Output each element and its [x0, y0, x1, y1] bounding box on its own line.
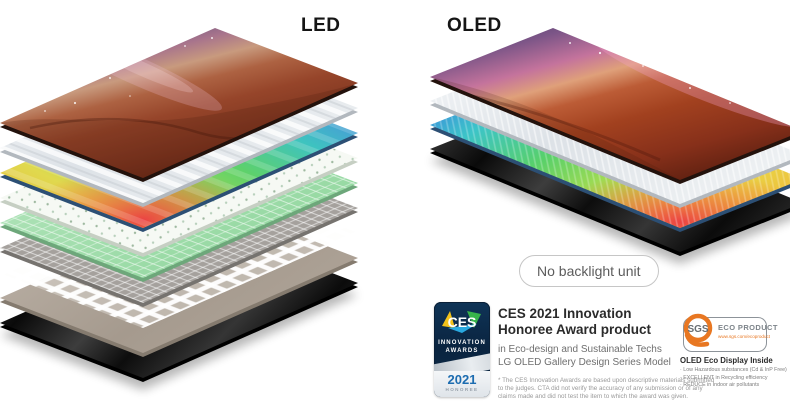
award-subtitle-line2: LG OLED Gallery Design Series Model: [498, 356, 671, 368]
award-title-line2: Honoree Award product: [498, 322, 652, 337]
ces-badge-year: 2021: [447, 372, 477, 387]
ces-innovation-award-badge: CES INNOVATION AWARDS 2021 HONOREE: [434, 302, 490, 397]
award-title-line1: CES 2021 Innovation: [498, 306, 632, 321]
oled-layer-stack-diagram: [430, 28, 790, 264]
sgs-eco-product-label: ECO PRODUCT: [718, 323, 778, 332]
sgs-bullet-item: EXCELLENT in Recycling efficiency: [680, 375, 787, 383]
ces-badge-innovation-label: INNOVATION: [438, 340, 486, 346]
sgs-url: www.sgs.com/ecoproduct: [718, 334, 771, 339]
ces-badge-honoree-label: HONOREE: [445, 387, 479, 392]
ces-logo: CES: [442, 311, 481, 333]
sgs-logo: SGS: [683, 313, 713, 347]
sgs-logo-swoosh: [684, 332, 710, 347]
sgs-logo-text: SGS: [687, 324, 708, 335]
no-backlight-pill: No backlight unit: [519, 255, 659, 287]
led-layer-picture-panel: [0, 28, 358, 182]
oled-section-title: OLED: [447, 15, 502, 36]
led-section-title: LED: [301, 15, 341, 36]
sgs-bullet-item: Low Hazardous substances (Cd & InP Free): [680, 367, 787, 375]
award-disclaimer-line1: * The CES Innovation Awards are based up…: [498, 377, 715, 384]
ces-logo-text: CES: [448, 314, 477, 330]
sgs-logo-ring: [683, 313, 713, 343]
award-disclaimer-line2: to the judges. CTA did not verify the ac…: [498, 385, 703, 392]
ces-badge-footer: 2021 HONOREE: [434, 371, 490, 397]
sgs-bullet-list: Low Hazardous substances (Cd & InP Free)…: [680, 367, 787, 390]
award-subtitle-line1: in Eco-design and Sustainable Techs: [498, 344, 662, 355]
ces-badge-awards-label: AWARDS: [445, 348, 479, 354]
award-disclaimer-line3: claims made and did not test the item to…: [498, 393, 689, 400]
ces-logo-blue-shape: [448, 324, 477, 333]
sgs-bullet-item: REDUCE in Indoor air pollutants: [680, 382, 787, 390]
ces-logo-yellow-shape: [442, 311, 455, 328]
led-layer-stack-diagram: [0, 28, 358, 390]
sgs-heading: OLED Eco Display Inside: [680, 356, 773, 365]
award-text-block: CES 2021 Innovation Honoree Award produc…: [498, 306, 714, 401]
ces-logo-green-shape: [467, 311, 481, 328]
